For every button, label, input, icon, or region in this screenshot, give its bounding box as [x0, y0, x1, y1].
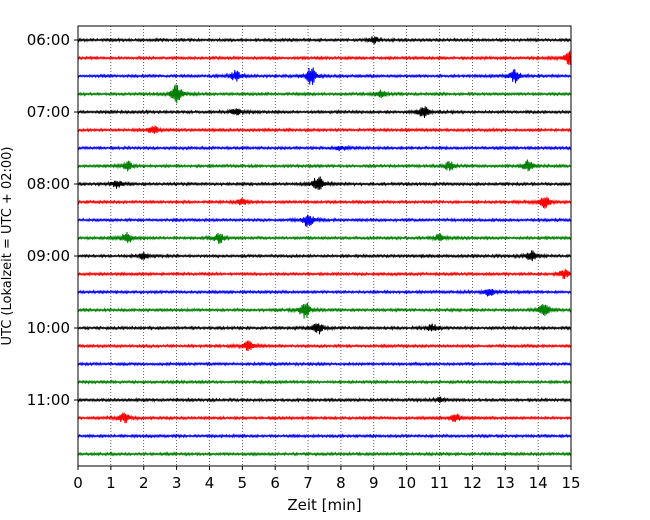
seismic-trace	[77, 67, 572, 85]
x-axis-ticks: 0 1 2 3 4 5 6 7 8 9 10 11 12 13 14 15	[73, 466, 581, 492]
seismic-trace	[77, 396, 572, 404]
y-axis-ticks: 06:00 07:00 08:00 09:00 10:00 11:00	[27, 31, 78, 409]
x-tick-label: 13	[496, 474, 515, 492]
x-axis-label: Zeit [min]	[287, 496, 361, 514]
seismic-trace	[77, 288, 572, 297]
seismic-trace	[77, 84, 572, 104]
seismic-trace	[77, 106, 572, 118]
seismic-trace	[77, 302, 572, 319]
x-tick-label: 12	[463, 474, 482, 492]
seismic-trace	[77, 214, 572, 228]
seismic-trace	[77, 196, 572, 209]
x-tick-label: 9	[369, 474, 379, 492]
seismic-trace	[77, 323, 572, 335]
x-tick-label: 2	[139, 474, 149, 492]
seismic-trace	[77, 340, 572, 352]
seismic-trace	[77, 451, 572, 457]
plot-frame	[77, 25, 572, 467]
x-tick-label: 0	[73, 474, 83, 492]
seismic-trace	[77, 231, 572, 244]
x-tick-label: 15	[561, 474, 580, 492]
x-tick-label: 4	[205, 474, 215, 492]
seismic-trace	[77, 412, 572, 424]
vertical-grid-lines	[110, 26, 539, 466]
x-tick-label: 6	[270, 474, 280, 492]
x-tick-label: 1	[106, 474, 116, 492]
seismic-trace	[77, 125, 572, 134]
seismic-trace	[77, 361, 572, 367]
seismic-trace	[77, 433, 572, 439]
seismic-trace	[77, 250, 572, 262]
y-tick-label: 07:00	[27, 103, 70, 121]
seismic-trace	[77, 144, 572, 152]
y-tick-label: 11:00	[27, 391, 70, 409]
y-tick-label: 09:00	[27, 247, 70, 265]
x-tick-label: 8	[336, 474, 346, 492]
x-tick-label: 10	[397, 474, 416, 492]
seismic-trace	[77, 379, 572, 385]
seismic-trace	[77, 49, 572, 65]
seismic-trace	[77, 159, 572, 172]
y-tick-label: 06:00	[27, 31, 70, 49]
x-tick-label: 7	[303, 474, 313, 492]
seismic-traces	[77, 36, 572, 457]
x-tick-label: 14	[529, 474, 548, 492]
seismic-trace	[77, 176, 572, 190]
x-tick-label: 3	[172, 474, 182, 492]
seismic-trace	[77, 36, 572, 45]
y-tick-label: 08:00	[27, 175, 70, 193]
y-tick-label: 10:00	[27, 319, 70, 337]
x-tick-label: 5	[238, 474, 248, 492]
y-axis-label: UTC (Lokalzeit = UTC + 02:00)	[0, 147, 15, 346]
seismic-trace	[77, 268, 572, 279]
x-tick-label: 11	[430, 474, 449, 492]
